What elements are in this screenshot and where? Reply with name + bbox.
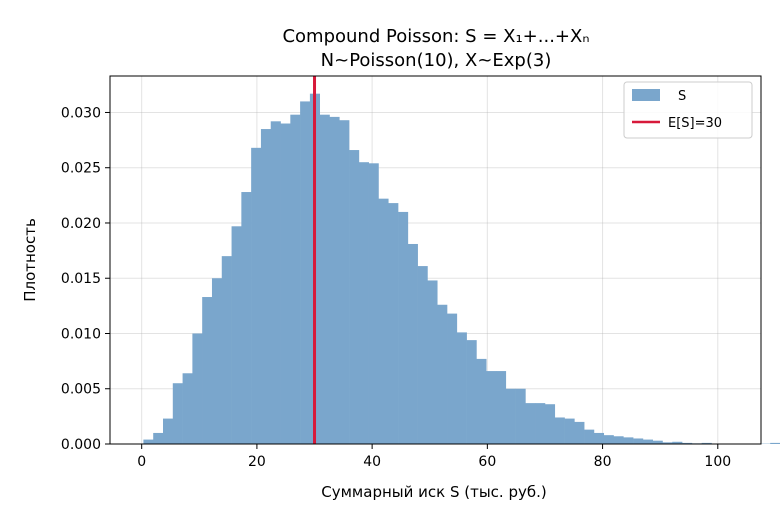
histogram-bar-9 xyxy=(231,226,242,444)
histogram-bar-16 xyxy=(300,101,311,444)
legend-swatch-s xyxy=(632,89,660,101)
y-tick-label-6: 0.030 xyxy=(61,105,101,121)
histogram-bar-11 xyxy=(251,147,262,444)
legend-label-s: S xyxy=(678,89,686,104)
histogram-bar-64 xyxy=(770,442,780,444)
x-axis-label: Суммарный иск S (тыс. руб.) xyxy=(321,483,546,501)
histogram-bar-38 xyxy=(515,388,526,444)
histogram-bar-0 xyxy=(143,439,154,444)
histogram-bar-13 xyxy=(270,121,281,444)
histogram-bar-27 xyxy=(407,243,418,444)
histogram-bar-10 xyxy=(241,192,252,444)
x-tick-label-5: 100 xyxy=(704,454,731,470)
histogram-bar-22 xyxy=(358,162,369,445)
histogram-bar-54 xyxy=(672,441,683,444)
histogram-bar-1 xyxy=(153,432,164,444)
histogram-bar-33 xyxy=(466,340,477,444)
histogram-bar-36 xyxy=(495,371,507,444)
histogram-bar-42 xyxy=(554,417,565,444)
histogram-bar-14 xyxy=(280,123,291,444)
histogram-bar-18 xyxy=(319,114,330,444)
histogram-bar-44 xyxy=(574,421,585,444)
histogram-bar-35 xyxy=(486,371,497,444)
y-axis-label: Плотность xyxy=(21,218,39,302)
histogram-bar-3 xyxy=(172,383,183,444)
histogram-bar-55 xyxy=(682,442,693,444)
histogram-bar-41 xyxy=(544,404,556,444)
y-tick-label-2: 0.010 xyxy=(61,326,101,342)
legend-label-mean: E[S]=30 xyxy=(668,116,722,131)
histogram-bar-4 xyxy=(182,373,193,444)
histogram-bar-20 xyxy=(339,120,350,445)
y-tick-label-3: 0.015 xyxy=(61,271,101,287)
histogram-bar-52 xyxy=(652,440,663,444)
histogram-bar-31 xyxy=(447,313,458,444)
histogram-bar-51 xyxy=(642,439,653,444)
histogram-bar-25 xyxy=(388,203,399,444)
histogram-bar-19 xyxy=(329,116,340,444)
x-tick-label-3: 60 xyxy=(478,454,496,470)
x-tick-label-1: 20 xyxy=(248,454,266,470)
histogram-bar-7 xyxy=(211,278,223,444)
histogram-bar-12 xyxy=(260,129,272,444)
histogram-bar-37 xyxy=(505,388,516,444)
histogram-bar-6 xyxy=(202,297,213,444)
legend: S E[S]=30 xyxy=(623,81,753,139)
y-tick-label-1: 0.005 xyxy=(61,382,101,398)
histogram-bar-45 xyxy=(584,429,595,444)
histogram-bar-5 xyxy=(192,333,203,444)
histogram-bar-24 xyxy=(378,198,389,444)
y-tick-label-5: 0.025 xyxy=(61,161,101,177)
histogram-bar-34 xyxy=(476,358,487,444)
histogram-bar-8 xyxy=(221,256,232,444)
histogram-bar-48 xyxy=(613,436,624,444)
histogram-bar-21 xyxy=(349,150,360,444)
histogram-bar-50 xyxy=(633,438,644,444)
histogram-bar-47 xyxy=(603,435,614,444)
histogram-bar-2 xyxy=(163,418,174,444)
x-tick-label-2: 40 xyxy=(363,454,381,470)
chart-title: Compound Poisson: S = X₁+...+Xₙ xyxy=(282,26,589,47)
x-tick-label-4: 80 xyxy=(594,454,612,470)
x-axis-ticks: 0 20 40 60 80 100 xyxy=(137,444,731,470)
histogram-bar-49 xyxy=(623,437,634,444)
histogram-bar-57 xyxy=(701,442,712,444)
histogram-bar-15 xyxy=(290,114,301,444)
histogram-bar-43 xyxy=(564,418,575,444)
histogram-bar-32 xyxy=(456,332,467,444)
x-tick-label-0: 0 xyxy=(137,454,146,470)
histogram-bar-53 xyxy=(662,442,673,444)
histogram-bar-28 xyxy=(417,266,428,444)
histogram-bar-46 xyxy=(593,432,605,444)
histogram-bar-26 xyxy=(398,211,409,444)
histogram-bar-39 xyxy=(525,403,536,444)
chart-subtitle: N~Poisson(10), X~Exp(3) xyxy=(321,50,552,71)
histogram-bar-23 xyxy=(368,163,379,445)
y-tick-label-0: 0.000 xyxy=(61,437,101,453)
plot-frame xyxy=(109,75,762,445)
histogram-bar-40 xyxy=(535,403,546,444)
y-tick-label-4: 0.020 xyxy=(61,216,101,232)
y-axis-ticks: 0.000 0.005 0.010 0.015 0.020 0.025 0.030 xyxy=(61,105,110,453)
histogram-bar-29 xyxy=(427,280,438,444)
histogram-bar-30 xyxy=(437,304,448,444)
